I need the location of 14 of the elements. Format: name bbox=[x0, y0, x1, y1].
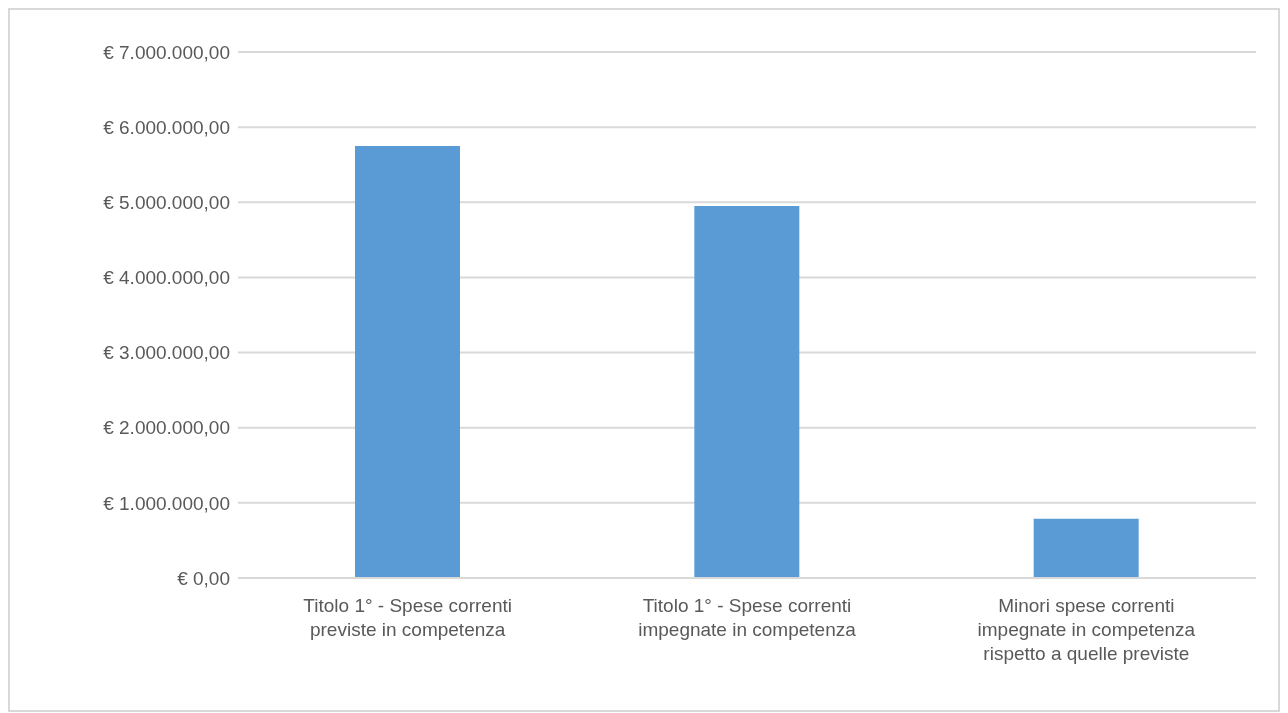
bar bbox=[694, 206, 800, 578]
x-tick-label: Minori spese correnti impegnate in competenza rispetto a quelle previste bbox=[977, 595, 1196, 664]
y-tick-label: € 1.000.000,00 bbox=[103, 492, 230, 514]
x-tick-label: Titolo 1° - Spese correnti previste in competenza bbox=[303, 595, 512, 640]
y-tick-label: € 0,00 bbox=[177, 567, 230, 589]
y-tick-label: € 5.000.000,00 bbox=[103, 192, 230, 214]
y-tick-label: € 6.000.000,00 bbox=[103, 116, 230, 138]
bar bbox=[1033, 518, 1139, 578]
y-tick-label: € 2.000.000,00 bbox=[103, 417, 230, 439]
y-tick-label: € 3.000.000,00 bbox=[103, 342, 230, 364]
bar bbox=[355, 145, 460, 578]
y-tick-label: € 7.000.000,00 bbox=[103, 41, 230, 63]
x-tick-label: Titolo 1° - Spese correnti impegnate in competenza bbox=[638, 595, 857, 640]
y-tick-label: € 4.000.000,00 bbox=[103, 267, 230, 289]
